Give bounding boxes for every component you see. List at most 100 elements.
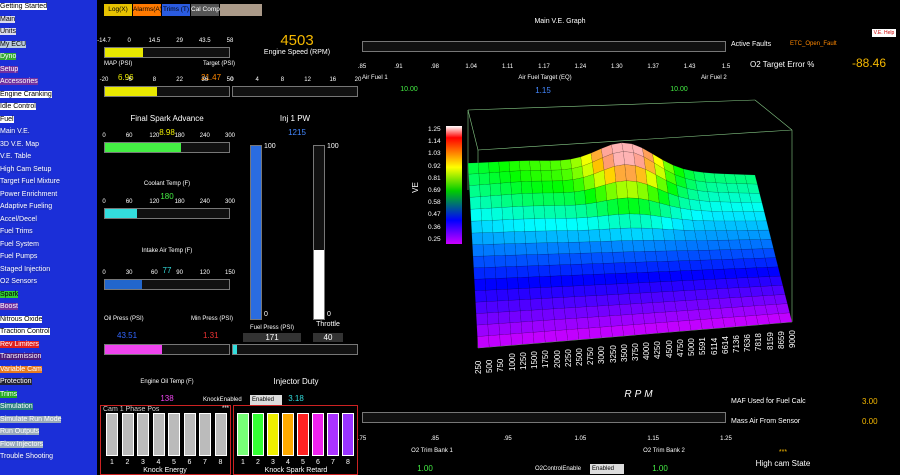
menu-item[interactable]: Flow Injectors [0,440,44,448]
tab[interactable]: Log(X) [104,4,132,16]
menu-item[interactable]: High Cam Setup [0,165,52,173]
surface-cell [540,170,553,182]
menu-item[interactable]: Transmission [0,353,42,360]
menu-item[interactable]: Run Outputs [0,428,40,435]
surface-cell [632,240,645,252]
scale-label: 240 [199,133,210,139]
menu-item[interactable]: Nitrous Oxide [0,315,43,323]
surface-cell [641,227,654,241]
label: 0.00 [862,417,878,426]
menu-item[interactable]: Fuel Trims [0,228,33,235]
menu-item[interactable]: O2 Sensors [0,278,37,285]
surface-cell [489,183,502,197]
menu-item[interactable]: Trims [0,390,18,398]
menu-item[interactable]: Main [0,15,16,23]
x-tick-label: 7636 [743,333,753,352]
surface-cell [700,318,714,330]
menu-item[interactable]: Trouble Shooting [0,453,54,460]
menu-item[interactable]: My ECU [0,40,27,48]
surface-cell [705,288,720,300]
menu-item[interactable]: 3D V.E. Map [0,140,40,148]
menu-item[interactable]: Adaptive Fueling [0,203,53,210]
gauge-fill [233,345,237,354]
surface-cell [636,181,650,201]
surface-cell [550,275,563,288]
surface-cell [534,218,547,232]
menu-item[interactable]: Protection [0,378,32,385]
gauge-fill [105,143,181,152]
surface-cell [647,271,661,283]
menu-item[interactable]: Simulation [0,403,33,410]
surface-cell [639,292,653,304]
x-tick-label: 500 [485,359,495,374]
gauge-bar [104,142,230,153]
surface-cell [644,251,658,263]
menu-item[interactable]: Power Enrichment [0,190,58,198]
surface-cell [616,283,630,295]
label: Intake Air Temp (F) [141,248,193,254]
label: 8 [218,459,223,466]
menu-item[interactable]: Traction Control [0,328,50,335]
tab[interactable]: Trims (T) [162,4,190,16]
surface-cell [521,332,535,345]
dropdown[interactable]: Enabled [250,395,282,405]
surface-cell [549,264,562,277]
menu-item[interactable]: Spark [0,290,19,298]
menu-item[interactable]: Engine Cranking [0,90,52,98]
readout: 40 [313,333,343,342]
tab[interactable]: Alarms(A) [133,4,162,16]
surface-cell [552,297,565,310]
surface-cell [622,324,636,337]
menu-item[interactable]: Simulate Run Mode [0,415,62,423]
help-button[interactable]: V.E. Help [872,29,896,37]
menu-item[interactable]: Getting Started [0,3,48,10]
scale-label: 1.24 [574,64,587,70]
surface-cell [481,220,494,233]
gauge-fill [105,87,158,96]
surface-cell [473,267,486,280]
surface-cell [638,198,651,216]
menu-item[interactable]: Staged Injection [0,265,51,273]
surface-cell [507,288,520,301]
label: 1.31 [203,331,219,340]
menu-item[interactable]: Units [0,28,16,35]
label: MAP (PSI) [104,61,133,67]
menu-item[interactable]: Fuel [0,115,14,123]
dropdown[interactable]: Enabled [590,464,624,474]
menu-item[interactable]: Rev Limiters [0,340,39,348]
label: Inj 1 PW [279,114,311,123]
knock-energy-bar [214,413,227,456]
menu-item[interactable]: Boost [0,303,18,310]
knock-retard-bar [297,413,309,456]
surface-cell [539,276,552,288]
surface-cell [554,205,567,219]
menu-item[interactable]: Fuel System [0,240,39,248]
surface-cell [718,297,733,309]
x-tick-label: 3250 [608,345,618,363]
menu-item[interactable]: Dyno [0,53,17,60]
surface-cell [533,205,546,219]
x-tick-label: 3000 [597,345,607,364]
surface-cell [604,273,617,285]
label: 5 [301,459,305,466]
menu-item[interactable]: Fuel Pumps [0,253,38,260]
tab[interactable]: Cal Comp [191,4,220,16]
menu-item[interactable]: Target Fuel Mixture [0,178,60,185]
surface-cell [491,207,503,221]
surface-cell [501,206,514,221]
menu-item[interactable]: V.E. Table [0,153,32,160]
surface-cell [672,290,686,302]
menu-item[interactable]: Setup [0,65,19,73]
axis-title: VE [410,182,420,193]
surface-cell [674,300,688,312]
menu-item[interactable]: Accessories [0,78,38,85]
surface-cell [619,303,633,316]
surface-cell [624,262,638,274]
surface-cell [689,319,703,331]
menu-item[interactable]: Variable Cam [0,365,42,373]
menu-item[interactable]: Idle Control [0,103,36,110]
menu-item[interactable]: Accel/Decel [0,215,37,223]
menu-item[interactable]: Main V.E. [0,128,30,135]
surface-cell [564,204,577,219]
